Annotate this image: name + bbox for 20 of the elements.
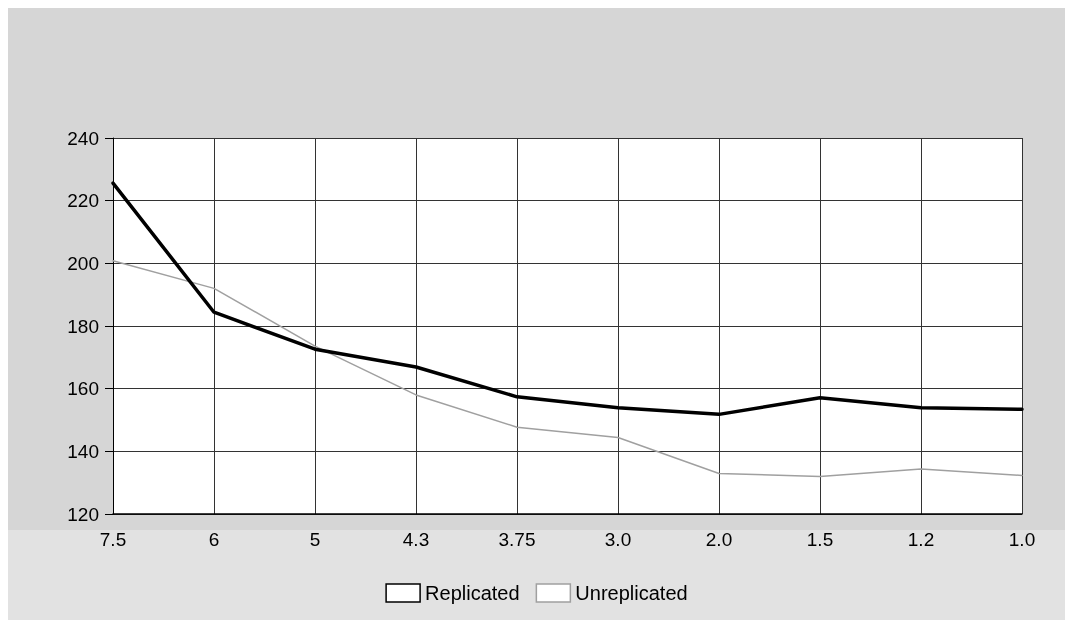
y-tick-label: 180 — [67, 315, 99, 337]
legend-label: Replicated — [425, 582, 520, 604]
x-tick-label: 3.75 — [498, 529, 536, 550]
y-tick-label: 160 — [67, 378, 99, 400]
y-tick-label: 120 — [67, 503, 99, 525]
x-tick-label: 1.0 — [1008, 529, 1036, 550]
y-tick-label: 240 — [67, 127, 99, 149]
x-tick-label: 2.0 — [705, 529, 733, 550]
legend-label: Unreplicated — [575, 582, 688, 604]
x-tick-label: 3.0 — [604, 529, 632, 550]
x-tick-label: 1.5 — [806, 529, 834, 550]
y-tick-label: 220 — [67, 190, 99, 212]
x-tick-label: 4.3 — [402, 529, 430, 550]
x-tick-label: 5 — [309, 529, 321, 550]
y-tick-label: 200 — [67, 252, 99, 274]
y-tick-label: 140 — [67, 440, 99, 462]
x-tick-label: 1.2 — [907, 529, 935, 550]
x-tick-label: 6 — [208, 529, 220, 550]
x-tick-label: 7.5 — [99, 529, 127, 550]
line-series — [112, 260, 1023, 478]
